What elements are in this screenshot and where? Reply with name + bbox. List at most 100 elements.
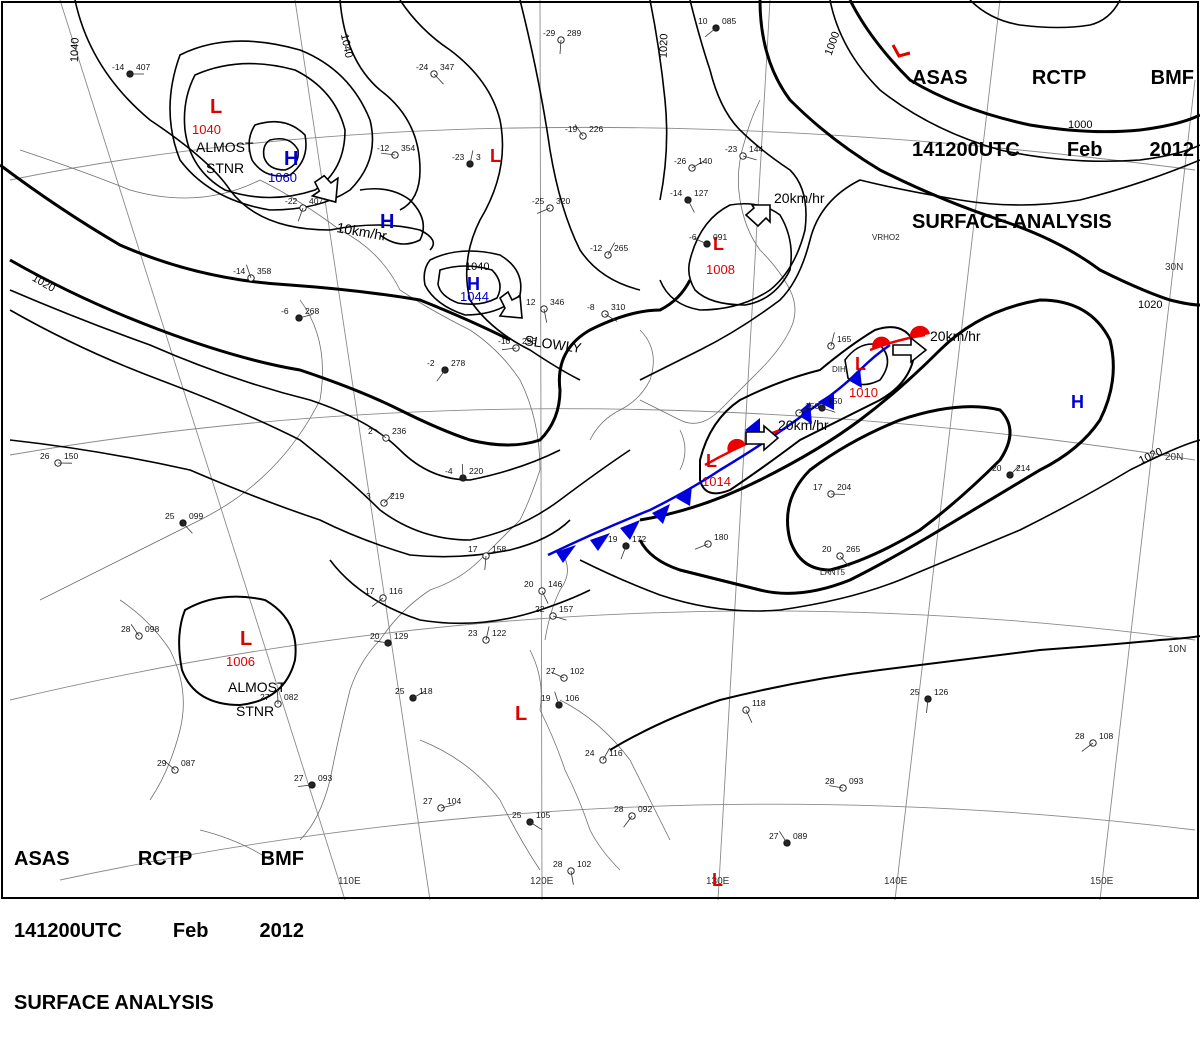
station-pressure: 320: [556, 196, 570, 206]
annotation-motion: 20km/hr: [774, 190, 825, 206]
station-pressure: 296: [522, 336, 536, 346]
lon-label-140: 140E: [884, 876, 908, 887]
isobar-label: 1020: [658, 33, 671, 58]
station-pressure: 116: [609, 748, 623, 758]
isobar-label: 1040: [69, 37, 82, 62]
station-pressure: 150: [828, 396, 842, 406]
header-month: Feb: [1067, 138, 1103, 162]
low-value: 1014: [702, 474, 731, 489]
station-pressure: 144: [749, 144, 763, 154]
station-temp: 20: [524, 579, 534, 589]
station-pressure: 354: [401, 143, 415, 153]
station-pressure: 214: [1016, 463, 1030, 473]
header-office: BMF: [261, 847, 304, 871]
station-pressure: 158: [492, 544, 506, 554]
station-pressure: 310: [611, 302, 625, 312]
station-pressure: 093: [849, 776, 863, 786]
header-agency: ASAS: [14, 847, 70, 871]
annotation-almost-stnr: ALMOST: [196, 139, 254, 155]
low-value: 1040: [192, 122, 221, 137]
station-temp: 3: [366, 491, 371, 501]
station-temp: -25: [532, 196, 545, 206]
annotation-motion: 20km/hr: [778, 417, 829, 433]
high-symbol: H: [1071, 392, 1084, 412]
station-temp: -8: [587, 302, 595, 312]
wind-barb-icon: [278, 690, 279, 704]
header-bottom: ASAS RCTP BMF 141200UTC Feb 2012 SURFACE…: [14, 799, 304, 1039]
station-temp: -10: [498, 336, 511, 346]
station-pressure: 091: [713, 232, 727, 242]
station-temp: 19: [541, 693, 551, 703]
station-pressure: 157: [559, 604, 573, 614]
station-pressure: 358: [257, 266, 271, 276]
lat-label-20: 20N: [1165, 452, 1183, 463]
station-temp: 17: [468, 544, 478, 554]
station-pressure: 126: [934, 687, 948, 697]
station-temp: -24: [416, 62, 429, 72]
station-pressure: 219: [390, 491, 404, 501]
header-title: SURFACE ANALYSIS: [912, 210, 1112, 234]
station-temp: 17: [813, 482, 823, 492]
station-temp: -4: [445, 466, 453, 476]
station-temp: 27: [260, 692, 270, 702]
station-temp: 20: [992, 463, 1002, 473]
station-pressure: 146: [548, 579, 562, 589]
isobar-label: 1040: [465, 261, 489, 273]
station-pressure: 347: [440, 62, 454, 72]
low-symbol: L: [706, 451, 717, 471]
station-temp: 28: [121, 624, 131, 634]
header-time: 141200UTC: [912, 138, 1020, 162]
station-temp: 27: [769, 831, 779, 841]
header-station: RCTP: [1032, 66, 1086, 90]
station-temp: 28: [825, 776, 835, 786]
station-pressure: 105: [536, 810, 550, 820]
high-value: 1044: [460, 289, 489, 304]
low-value: 1006: [226, 654, 255, 669]
wind-barb-icon: [831, 494, 845, 495]
station-temp: 17: [365, 586, 375, 596]
station-pressure: 346: [550, 297, 564, 307]
station-temp: -29: [543, 28, 556, 38]
station-temp: -12: [590, 243, 603, 253]
station-temp: 27: [423, 796, 433, 806]
station-pressure: 104: [447, 796, 461, 806]
header-top: ASAS RCTP BMF 141200UTC Feb 2012 SURFACE…: [912, 18, 1194, 258]
station-pressure: 172: [632, 534, 646, 544]
station-id: DIH: [832, 365, 846, 374]
annotation-almost-stnr: STNR: [236, 703, 274, 719]
lat-label-30: 30N: [1165, 262, 1183, 273]
station-temp: 25: [395, 686, 405, 696]
station-pressure: 165: [837, 334, 851, 344]
station-pressure: 089: [793, 831, 807, 841]
station-pressure: 085: [722, 16, 736, 26]
station-temp: -6: [689, 232, 697, 242]
lon-label-150: 150E: [1090, 876, 1114, 887]
low-symbol: L: [210, 96, 222, 118]
station-temp: -14: [112, 62, 125, 72]
low-symbol: L: [490, 146, 501, 166]
station-temp: 20: [822, 544, 832, 554]
station-pressure: 082: [284, 692, 298, 702]
station-temp: -26: [674, 156, 687, 166]
station-pressure: 118: [419, 686, 433, 696]
station-pressure: 180: [714, 532, 728, 542]
station-temp: 28: [1075, 731, 1085, 741]
station-pressure: 204: [837, 482, 851, 492]
station-temp: 10: [698, 16, 708, 26]
station-pressure: 092: [638, 804, 652, 814]
station-temp: 26: [40, 451, 50, 461]
station-pressure: 122: [492, 628, 506, 638]
station-pressure: 118: [752, 698, 766, 708]
station-pressure: 150: [64, 451, 78, 461]
header-year: 2012: [260, 919, 305, 943]
station-temp: -2: [427, 358, 435, 368]
station-temp: -14: [670, 188, 683, 198]
station-pressure: 093: [318, 773, 332, 783]
station-pressure: 129: [394, 631, 408, 641]
station-temp: 25: [910, 687, 920, 697]
station-temp: 27: [294, 773, 304, 783]
header-year: 2012: [1150, 138, 1195, 162]
station-temp: 12: [526, 297, 536, 307]
low-symbol: L: [240, 628, 252, 650]
low-value: 1010: [849, 385, 878, 400]
